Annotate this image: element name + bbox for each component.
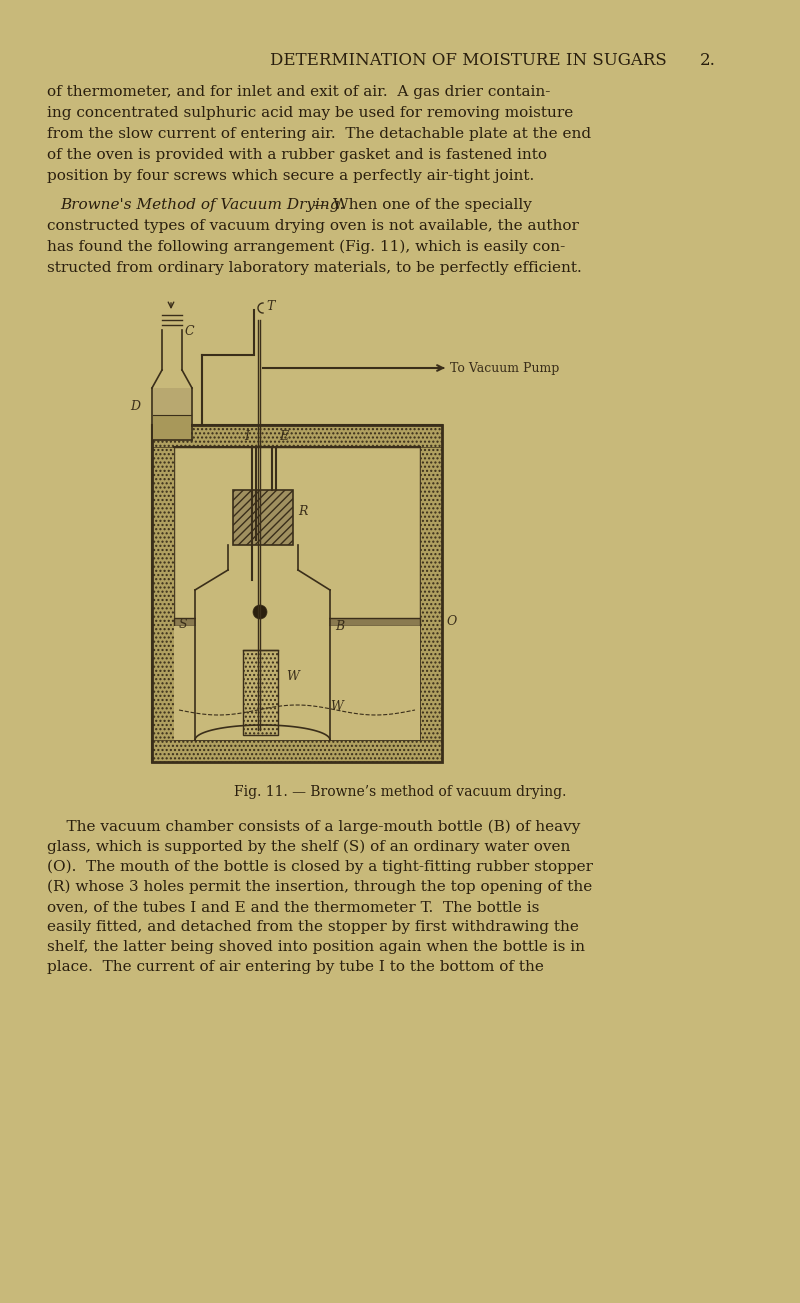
- Text: DETERMINATION OF MOISTURE IN SUGARS: DETERMINATION OF MOISTURE IN SUGARS: [270, 52, 666, 69]
- Text: S: S: [179, 618, 188, 631]
- Bar: [152, 425, 442, 447]
- Text: of the oven is provided with a rubber gasket and is fastened into: of the oven is provided with a rubber ga…: [47, 149, 547, 162]
- Text: To Vacuum Pump: To Vacuum Pump: [450, 361, 559, 374]
- Text: from the slow current of entering air.  The detachable plate at the end: from the slow current of entering air. T…: [47, 126, 591, 141]
- Bar: [152, 425, 442, 762]
- Text: E: E: [279, 430, 288, 443]
- Text: (R) whose 3 holes permit the insertion, through the top opening of the: (R) whose 3 holes permit the insertion, …: [47, 880, 592, 894]
- Text: shelf, the latter being shoved into position again when the bottle is in: shelf, the latter being shoved into posi…: [47, 939, 585, 954]
- Text: D: D: [130, 400, 140, 413]
- Text: ing concentrated sulphuric acid may be used for removing moisture: ing concentrated sulphuric acid may be u…: [47, 106, 574, 120]
- Bar: [152, 425, 442, 762]
- Text: oven, of the tubes I and E and the thermometer T.  The bottle is: oven, of the tubes I and E and the therm…: [47, 900, 539, 913]
- Text: R: R: [298, 506, 307, 519]
- Text: of thermometer, and for inlet and exit of air.  A gas drier contain-: of thermometer, and for inlet and exit o…: [47, 85, 550, 99]
- Text: W: W: [330, 700, 343, 713]
- Text: Fig. 11. — Browne’s method of vacuum drying.: Fig. 11. — Browne’s method of vacuum dry…: [234, 784, 566, 799]
- Text: Browne's Method of Vacuum Drying.: Browne's Method of Vacuum Drying.: [60, 198, 344, 212]
- Text: W: W: [286, 670, 299, 683]
- Bar: [174, 447, 420, 740]
- Bar: [174, 625, 420, 740]
- Bar: [152, 740, 442, 762]
- Text: easily fitted, and detached from the stopper by first withdrawing the: easily fitted, and detached from the sto…: [47, 920, 579, 934]
- Text: constructed types of vacuum drying oven is not available, the author: constructed types of vacuum drying oven …: [47, 219, 579, 233]
- Text: T: T: [266, 300, 274, 313]
- Bar: [174, 618, 420, 625]
- Bar: [243, 650, 278, 735]
- Text: — When one of the specially: — When one of the specially: [308, 198, 532, 212]
- Text: glass, which is supported by the shelf (S) of an ordinary water oven: glass, which is supported by the shelf (…: [47, 840, 570, 855]
- Text: The vacuum chamber consists of a large-mouth bottle (B) of heavy: The vacuum chamber consists of a large-m…: [47, 820, 580, 834]
- Text: place.  The current of air entering by tube I to the bottom of the: place. The current of air entering by tu…: [47, 960, 544, 975]
- Text: I: I: [244, 430, 249, 443]
- Text: O: O: [447, 615, 458, 628]
- Text: structed from ordinary laboratory materials, to be perfectly efficient.: structed from ordinary laboratory materi…: [47, 261, 582, 275]
- Circle shape: [253, 605, 267, 619]
- Text: has found the following arrangement (Fig. 11), which is easily con-: has found the following arrangement (Fig…: [47, 240, 566, 254]
- Text: position by four screws which secure a perfectly air-tight joint.: position by four screws which secure a p…: [47, 169, 534, 182]
- Bar: [420, 425, 442, 762]
- Text: (O).  The mouth of the bottle is closed by a tight-fitting rubber stopper: (O). The mouth of the bottle is closed b…: [47, 860, 593, 874]
- Text: B: B: [335, 620, 344, 633]
- Bar: [196, 550, 329, 740]
- Text: C: C: [185, 324, 194, 337]
- Bar: [233, 490, 293, 545]
- Bar: [152, 425, 174, 762]
- Bar: [153, 414, 191, 440]
- Bar: [153, 388, 191, 414]
- Text: 2.: 2.: [700, 52, 716, 69]
